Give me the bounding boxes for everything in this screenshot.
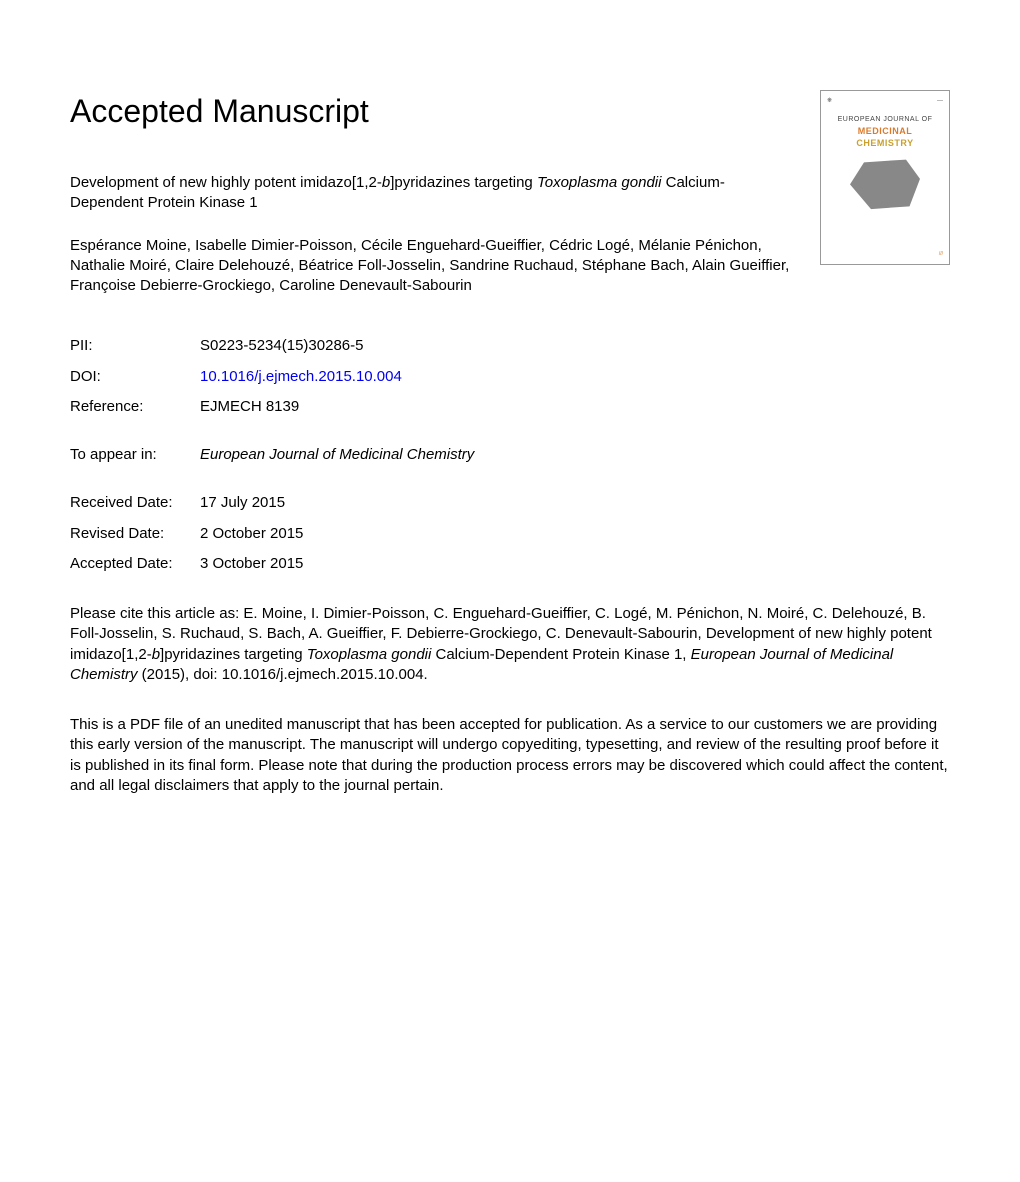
cover-molecule-graphic — [850, 157, 920, 212]
citation-part2: b — [152, 646, 160, 663]
revised-value: 2 October 2015 — [200, 524, 303, 544]
doi-label: DOI: — [70, 367, 200, 387]
title-part1: Development of new highly potent imidazo… — [70, 174, 382, 191]
authors-list: Espérance Moine, Isabelle Dimier-Poisson… — [70, 236, 790, 297]
elsevier-mark: ❋ — [827, 97, 832, 105]
cover-journal-line1: EUROPEAN JOURNAL OF — [838, 115, 933, 124]
appear-table: To appear in: European Journal of Medici… — [70, 445, 950, 465]
dates-table: Received Date: 17 July 2015 Revised Date… — [70, 493, 950, 574]
meta-row-received: Received Date: 17 July 2015 — [70, 493, 950, 513]
journal-cover-thumbnail: ❋ — EUROPEAN JOURNAL OF MEDICINAL CHEMIS… — [820, 90, 950, 265]
accepted-label: Accepted Date: — [70, 554, 200, 574]
citation-part5: Calcium-Dependent Protein Kinase 1, — [431, 646, 690, 663]
reference-value: EJMECH 8139 — [200, 397, 299, 417]
cover-journal-line2: MEDICINAL — [838, 125, 933, 137]
revised-label: Revised Date: — [70, 524, 200, 544]
cover-top-bar: ❋ — — [827, 97, 943, 105]
meta-row-appear: To appear in: European Journal of Medici… — [70, 445, 950, 465]
citation-part3: ]pyridazines targeting — [160, 646, 307, 663]
page-heading: Accepted Manuscript — [70, 90, 950, 133]
cover-footer: /// — [827, 251, 943, 258]
meta-row-pii: PII: S0223-5234(15)30286-5 — [70, 336, 950, 356]
received-label: Received Date: — [70, 493, 200, 513]
title-part3: ]pyridazines targeting — [390, 174, 537, 191]
citation-part7: (2015), doi: 10.1016/j.ejmech.2015.10.00… — [138, 666, 428, 683]
meta-row-doi: DOI: 10.1016/j.ejmech.2015.10.004 — [70, 367, 950, 387]
pii-value: S0223-5234(15)30286-5 — [200, 336, 363, 356]
reference-label: Reference: — [70, 397, 200, 417]
cover-journal-name: EUROPEAN JOURNAL OF MEDICINAL CHEMISTRY — [838, 115, 933, 149]
disclaimer-text: This is a PDF file of an unedited manusc… — [70, 715, 950, 796]
article-title: Development of new highly potent imidazo… — [70, 173, 790, 214]
pii-label: PII: — [70, 336, 200, 356]
meta-row-accepted: Accepted Date: 3 October 2015 — [70, 554, 950, 574]
metadata-table: PII: S0223-5234(15)30286-5 DOI: 10.1016/… — [70, 336, 950, 417]
title-part4: Toxoplasma gondii — [537, 174, 662, 191]
cover-journal-line3: CHEMISTRY — [838, 137, 933, 149]
appear-label: To appear in: — [70, 445, 200, 465]
cover-issn: — — [937, 97, 943, 105]
received-value: 17 July 2015 — [200, 493, 285, 513]
doi-link[interactable]: 10.1016/j.ejmech.2015.10.004 — [200, 367, 402, 387]
meta-row-reference: Reference: EJMECH 8139 — [70, 397, 950, 417]
citation-text: Please cite this article as: E. Moine, I… — [70, 604, 950, 685]
appear-value: European Journal of Medicinal Chemistry — [200, 445, 474, 465]
accepted-value: 3 October 2015 — [200, 554, 303, 574]
citation-part4: Toxoplasma gondii — [307, 646, 432, 663]
meta-row-revised: Revised Date: 2 October 2015 — [70, 524, 950, 544]
title-part2: b — [382, 174, 390, 191]
